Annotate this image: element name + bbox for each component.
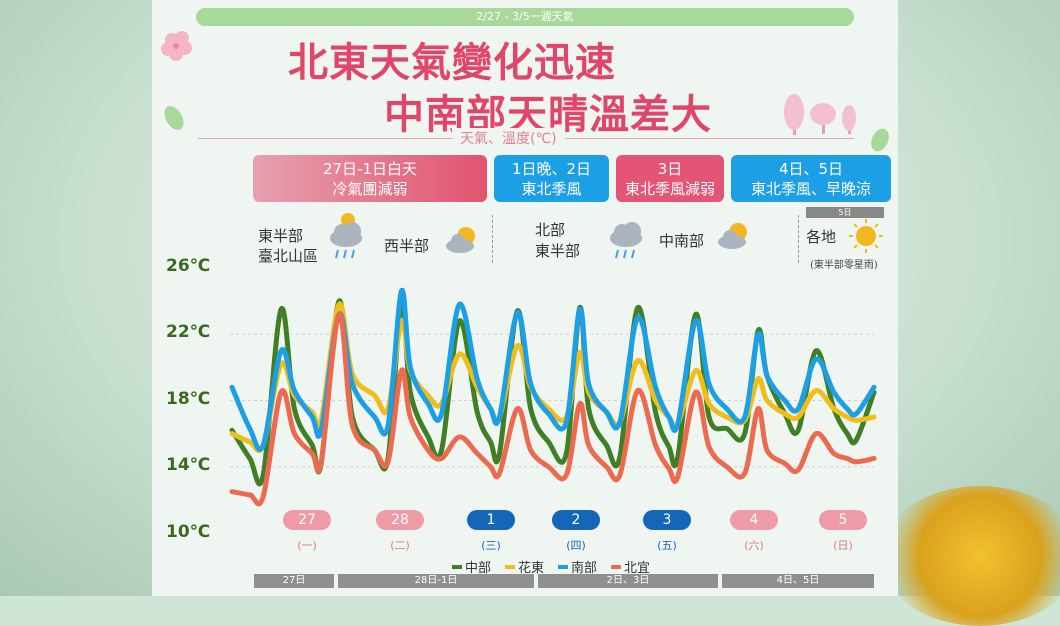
day-pill: 5 bbox=[819, 510, 867, 530]
y-tick-label: 14℃ bbox=[166, 455, 211, 475]
week-range-bar: 2/27 - 3/5一週天氣 bbox=[196, 8, 854, 26]
tree-icon bbox=[784, 94, 856, 135]
weather-divider bbox=[798, 215, 800, 263]
partly-sunny-icon bbox=[718, 223, 747, 249]
title-line-1: 北東天氣變化迅速 bbox=[288, 40, 616, 86]
bottom-period-bar: 4日、5日 bbox=[722, 574, 874, 588]
weekday-label: (二) bbox=[390, 539, 410, 552]
day5-tag: 5日 bbox=[806, 207, 884, 218]
weekday-label: (四) bbox=[566, 539, 586, 552]
region-east-2: 東半部 bbox=[535, 242, 581, 260]
region-west: 西半部 bbox=[384, 237, 430, 255]
region-north: 北部 bbox=[535, 221, 566, 239]
day-pill: 27 bbox=[283, 510, 331, 530]
legend-item: 花東 bbox=[505, 557, 544, 576]
background-blob bbox=[880, 486, 1060, 626]
y-tick-label: 26℃ bbox=[166, 256, 211, 276]
y-tick-label: 10℃ bbox=[166, 522, 211, 542]
sun-icon bbox=[849, 219, 883, 253]
leaf-icon bbox=[164, 106, 184, 130]
scattered-rain-note: (東半部零星雨) bbox=[810, 260, 878, 271]
flower-icon bbox=[161, 31, 192, 61]
series-line-南部 bbox=[229, 287, 877, 452]
legend-item: 中部 bbox=[452, 557, 491, 576]
period-box-3-line1: 3日 bbox=[657, 159, 683, 178]
day-pill: 1 bbox=[467, 510, 515, 530]
chart-legend: 中部 花東 南部 北宜 bbox=[452, 557, 650, 576]
cloud-rain-icon bbox=[610, 222, 642, 259]
y-tick-label: 18℃ bbox=[166, 389, 211, 409]
day-pill: 4 bbox=[730, 510, 778, 530]
period-box-3: 3日 東北季風減弱 bbox=[616, 155, 724, 202]
region-all: 各地 bbox=[806, 228, 837, 246]
period-box-2-line1: 1日晚、2日 bbox=[511, 159, 592, 178]
legend-item: 北宜 bbox=[611, 557, 650, 576]
series-line-花東 bbox=[229, 301, 877, 453]
cloud-rain-icon bbox=[330, 213, 362, 259]
weekday-label: (五) bbox=[657, 539, 677, 552]
bottom-period-bar: 2日、3日 bbox=[538, 574, 718, 588]
forecast-panel: 2/27 - 3/5一週天氣 北東天氣變化迅速 中南部天晴溫差大 天氣、溫度(℃… bbox=[152, 0, 898, 596]
legend-item: 南部 bbox=[558, 557, 597, 576]
y-tick-label: 22℃ bbox=[166, 322, 211, 342]
legend-label: 北宜 bbox=[624, 561, 651, 576]
temperature-chart bbox=[229, 287, 877, 507]
day-pill: 28 bbox=[376, 510, 424, 530]
weekday-label: (三) bbox=[481, 539, 501, 552]
period-box-2-line2: 東北季風 bbox=[521, 179, 582, 198]
legend-swatch bbox=[505, 564, 516, 569]
weekday-label: (日) bbox=[833, 539, 853, 552]
bottom-period-bar: 28日-1日 bbox=[338, 574, 534, 588]
period-box-4-line1: 4日、5日 bbox=[778, 159, 844, 178]
region-east: 東半部 bbox=[258, 227, 304, 245]
weather-divider bbox=[492, 215, 494, 263]
decorations bbox=[161, 31, 889, 152]
region-central-south: 中南部 bbox=[659, 232, 705, 250]
subtitle: 天氣、溫度(℃) bbox=[452, 128, 565, 148]
period-box-1-line2: 冷氣團減弱 bbox=[332, 179, 408, 198]
legend-swatch bbox=[452, 564, 462, 569]
region-taipei-mountain: 臺北山區 bbox=[258, 247, 319, 265]
legend-label: 南部 bbox=[571, 561, 598, 576]
period-box-4: 4日、5日 東北季風、早晚涼 bbox=[731, 155, 891, 202]
period-box-1-line1: 27日-1日白天 bbox=[322, 159, 418, 178]
period-box-1: 27日-1日白天 冷氣團減弱 bbox=[253, 155, 487, 202]
weekday-label: (六) bbox=[744, 539, 764, 552]
series-line-北宜 bbox=[229, 311, 877, 507]
legend-swatch bbox=[558, 564, 569, 569]
legend-label: 中部 bbox=[465, 561, 492, 576]
partly-sunny-icon bbox=[446, 227, 475, 253]
leaf-icon bbox=[871, 128, 889, 152]
legend-label: 花東 bbox=[518, 561, 545, 576]
period-box-3-line2: 東北季風減弱 bbox=[624, 179, 715, 198]
weekday-label: (一) bbox=[297, 539, 317, 552]
weather-icons bbox=[330, 213, 883, 259]
period-box-2: 1日晚、2日 東北季風 bbox=[494, 155, 609, 202]
bottom-period-bar: 27日 bbox=[254, 574, 334, 588]
legend-swatch bbox=[611, 564, 622, 569]
day-pill: 3 bbox=[643, 510, 691, 530]
period-box-4-line2: 東北季風、早晚涼 bbox=[750, 179, 871, 198]
day-pill: 2 bbox=[552, 510, 600, 530]
